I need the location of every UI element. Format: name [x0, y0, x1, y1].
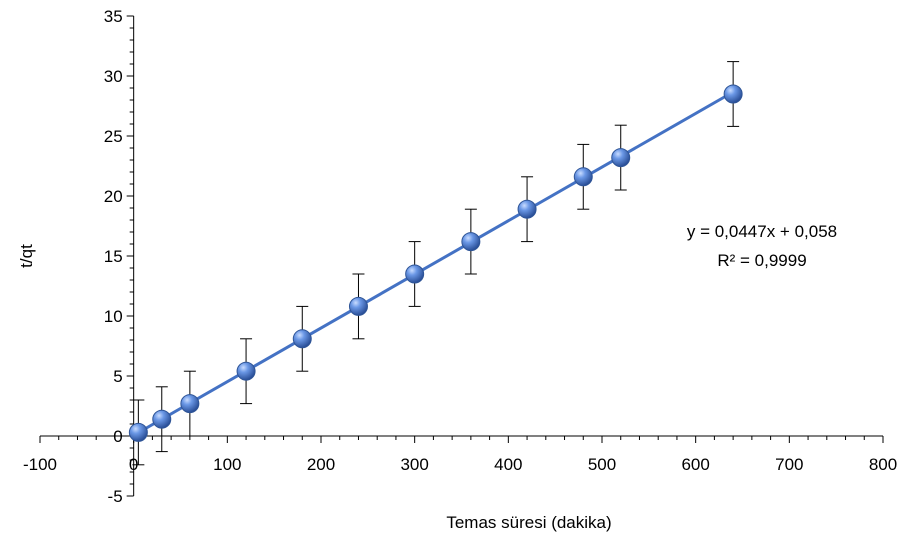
- y-tick-label: 20: [104, 187, 123, 206]
- y-tick-label: 5: [113, 367, 122, 386]
- trendline: [137, 90, 734, 434]
- tick-labels: -100 0 100 200 300 400 500 600 700 800 -5 0 5 10 15 20 2…: [23, 7, 897, 506]
- y-tick-label: -5: [108, 487, 123, 506]
- data-point: [517, 199, 537, 219]
- data-points: [128, 84, 743, 442]
- data-point: [292, 329, 312, 349]
- trendline-equation: y = 0,0447x + 0,058: [687, 222, 837, 241]
- data-point: [405, 264, 425, 284]
- trendline-r-squared: R² = 0,9999: [717, 251, 806, 270]
- x-tick-label: -100: [23, 455, 57, 474]
- data-point: [236, 361, 256, 381]
- x-tick-label: 600: [681, 455, 709, 474]
- data-point: [573, 167, 593, 187]
- y-axis-title: t/qt: [17, 244, 36, 268]
- y-tick-label: 35: [104, 7, 123, 26]
- trendline-line: [137, 90, 734, 434]
- x-tick-label: 700: [775, 455, 803, 474]
- x-tick-label: 0: [129, 455, 138, 474]
- data-point: [611, 148, 631, 168]
- x-axis-title: Temas süresi (dakika): [446, 513, 611, 532]
- axes: [39, 15, 884, 497]
- x-tick-label: 400: [494, 455, 522, 474]
- data-point: [152, 409, 172, 429]
- y-tick-label: 25: [104, 127, 123, 146]
- data-point: [348, 296, 368, 316]
- y-tick-label: 0: [113, 427, 122, 446]
- data-point: [180, 394, 200, 414]
- x-tick-label: 300: [400, 455, 428, 474]
- data-point: [461, 232, 481, 252]
- x-tick-label: 800: [869, 455, 897, 474]
- y-tick-label: 15: [104, 247, 123, 266]
- data-point: [723, 84, 743, 104]
- x-tick-label: 100: [213, 455, 241, 474]
- y-tick-label: 30: [104, 67, 123, 86]
- x-tick-label: 200: [307, 455, 335, 474]
- y-tick-label: 10: [104, 307, 123, 326]
- x-tick-label: 500: [588, 455, 616, 474]
- data-point: [128, 422, 148, 442]
